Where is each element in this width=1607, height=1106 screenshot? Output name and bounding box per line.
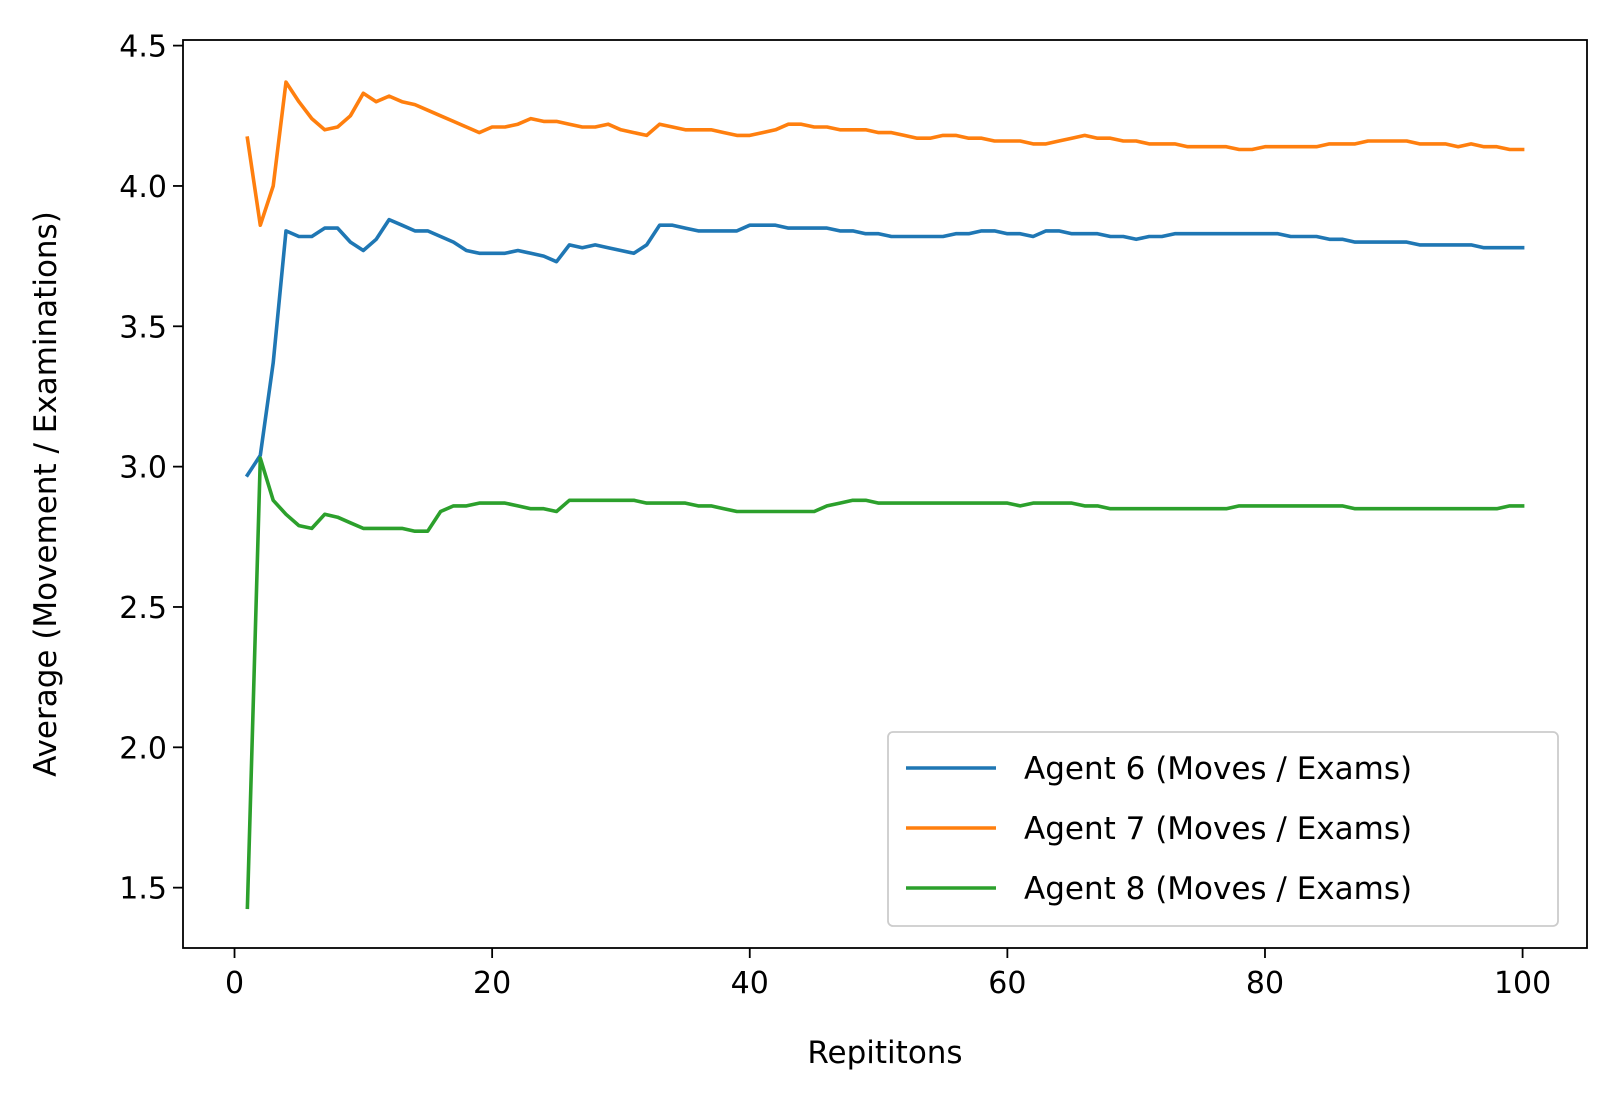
x-tick-label: 0	[225, 966, 244, 1001]
legend-box	[887, 731, 1559, 927]
y-tick-label: 2.0	[119, 731, 167, 766]
y-tick-label: 3.0	[119, 451, 167, 486]
plot-frame	[182, 39, 1588, 949]
legend-label-2: Agent 7 (Moves / Exams)	[1024, 811, 1412, 847]
x-tick-label: 40	[731, 966, 769, 1001]
y-tick-label: 4.0	[119, 170, 167, 205]
series-line-2	[245, 80, 1525, 227]
y-tick-label: 1.5	[119, 872, 167, 907]
y-tick-label: 2.5	[119, 591, 167, 626]
x-tick-label: 80	[1246, 966, 1284, 1001]
y-tick-label: 3.5	[119, 310, 167, 345]
x-axis-ticks: 0 20 40 60 80 100	[225, 948, 1551, 1001]
x-tick-label: 60	[988, 966, 1026, 1001]
y-axis-label: Average (Movement / Examinations)	[28, 211, 64, 777]
x-tick-label: 100	[1494, 966, 1551, 1001]
y-axis-ticks: 1.5 2.0 2.5 3.0 3.5 4.0 4.5	[119, 30, 183, 907]
series-lines	[244, 80, 1525, 910]
y-tick-label: 4.5	[119, 30, 167, 65]
series-line-3	[245, 456, 1525, 910]
legend-items: Agent 6 (Moves / Exams) Agent 7 (Moves / …	[906, 751, 1412, 907]
x-tick-label: 20	[473, 966, 511, 1001]
legend-label-3: Agent 8 (Moves / Exams)	[1024, 871, 1412, 907]
series-line-1	[244, 217, 1525, 478]
legend-label-1: Agent 6 (Moves / Exams)	[1024, 751, 1412, 787]
legend: Agent 6 (Moves / Exams) Agent 7 (Moves / …	[887, 731, 1559, 927]
x-axis-label: Repititons	[807, 1035, 962, 1071]
